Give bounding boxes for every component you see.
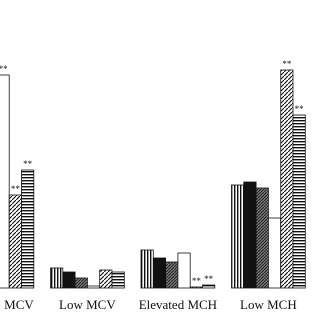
annotation: ** [0, 64, 8, 74]
bar [280, 69, 294, 289]
bar [231, 184, 245, 289]
bar [152, 257, 167, 289]
bar [292, 114, 306, 289]
annotation: ** [282, 59, 292, 69]
annotation: ** [192, 276, 202, 286]
bar [74, 277, 88, 289]
bar [202, 284, 216, 289]
annotation: ** [204, 274, 214, 284]
x-tick-label: MCV [4, 297, 34, 312]
bar [99, 269, 113, 289]
bar [87, 285, 101, 289]
annotation: ** [295, 104, 305, 114]
bar [62, 271, 76, 289]
bar [243, 181, 257, 289]
bar [189, 286, 203, 289]
bar [50, 267, 64, 289]
bar [8, 194, 22, 289]
bar [0, 74, 10, 289]
x-tick-label: Elevated MCH [139, 297, 217, 312]
x-tick-label: Low MCH [240, 297, 297, 312]
annotation: ** [23, 159, 33, 169]
annotation: ** [11, 184, 21, 194]
bar [177, 252, 191, 289]
x-tick-label: Low MCV [59, 297, 116, 312]
bar [267, 217, 282, 289]
bar [21, 169, 35, 289]
bar [165, 261, 179, 289]
bar [111, 271, 125, 289]
bar [140, 249, 154, 289]
bar [255, 187, 269, 289]
